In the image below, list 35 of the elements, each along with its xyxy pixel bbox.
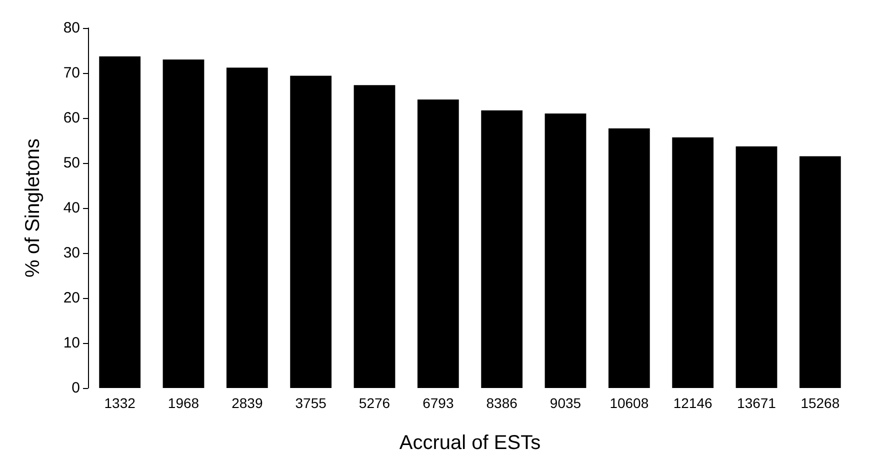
- bar: [162, 60, 204, 388]
- y-tick-label: 20: [63, 290, 80, 306]
- bar: [417, 100, 459, 388]
- x-tick-label: 10608: [610, 395, 649, 411]
- x-tick-label: 1968: [168, 395, 200, 411]
- bar: [354, 85, 396, 388]
- x-tick-label: 6793: [422, 395, 454, 411]
- bar: [226, 68, 268, 388]
- x-tick-label: 8386: [486, 395, 518, 411]
- x-tick-label: 1332: [104, 395, 136, 411]
- x-tick-label: 12146: [673, 395, 713, 411]
- y-tick-label: 10: [63, 334, 80, 352]
- y-tick-label: 70: [63, 64, 80, 82]
- x-axis-title: Accrual of ESTs: [399, 432, 541, 454]
- bar: [672, 137, 714, 388]
- y-tick-label: 0: [72, 380, 80, 396]
- x-tick-label: 2839: [232, 395, 263, 411]
- x-tick-label: 13671: [737, 395, 776, 411]
- bar: [799, 156, 841, 388]
- y-axis-title: % of Singletons: [22, 138, 44, 278]
- y-tick-label: 50: [63, 154, 80, 172]
- y-tick-label: 80: [63, 20, 80, 36]
- bar: [290, 76, 332, 388]
- x-tick-label: 3755: [295, 395, 327, 411]
- bar: [99, 56, 141, 388]
- x-tick-label: 5276: [358, 395, 390, 411]
- bar: [608, 128, 650, 388]
- y-tick-label: 30: [63, 244, 80, 262]
- x-tick-label: 15268: [800, 395, 840, 411]
- x-tick-label: 9035: [550, 395, 582, 411]
- bar: [481, 110, 523, 388]
- y-tick-label: 60: [63, 110, 80, 126]
- bar: [736, 146, 778, 388]
- bar: [544, 114, 586, 388]
- y-tick-label: 40: [63, 200, 80, 216]
